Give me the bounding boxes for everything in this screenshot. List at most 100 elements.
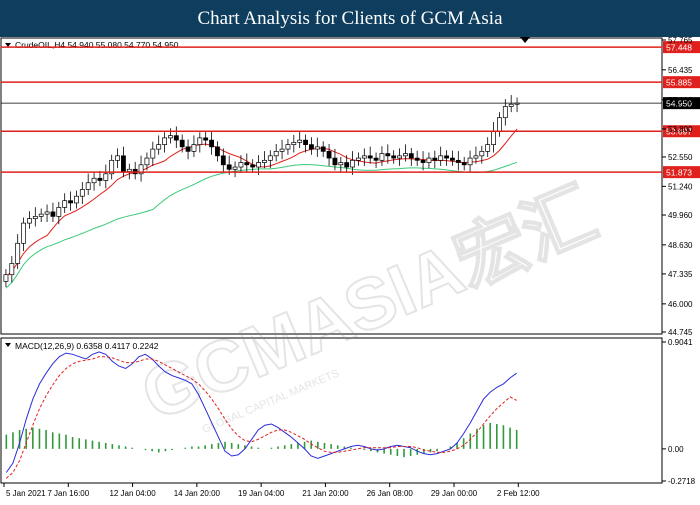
- candle: [97, 177, 103, 181]
- price-tick-label: 46.000: [668, 300, 693, 309]
- candle: [414, 157, 420, 161]
- fast-moving-average: [5, 128, 518, 278]
- candle: [367, 155, 373, 159]
- candle: [56, 207, 62, 217]
- candle: [473, 155, 479, 159]
- candle: [426, 157, 432, 163]
- candle: [44, 211, 50, 215]
- candle: [156, 144, 162, 150]
- candle: [115, 155, 120, 161]
- candle: [162, 137, 167, 145]
- level-label-box: [663, 166, 700, 179]
- candle: [273, 151, 279, 157]
- candle: [279, 148, 285, 152]
- macd-tick-label: 0.00: [668, 445, 684, 454]
- candle: [479, 151, 485, 157]
- candle: [232, 166, 238, 170]
- trading-chart[interactable]: GCMASIA宏汇 GLOBAL CAPITAL MARKETS CrudeOI…: [0, 36, 700, 500]
- candle: [420, 159, 426, 163]
- chart-container[interactable]: GCMASIA宏汇 GLOBAL CAPITAL MARKETS CrudeOI…: [0, 36, 700, 500]
- candle: [150, 148, 156, 159]
- candle: [68, 200, 73, 204]
- macd-tick-label: 0.9041: [668, 338, 693, 347]
- candle: [220, 155, 226, 166]
- current-price-box: [663, 97, 700, 110]
- macd-tick-label: -0.2718: [668, 477, 696, 486]
- candle: [79, 189, 85, 197]
- price-tick-label: 49.960: [668, 211, 693, 220]
- candle: [491, 130, 496, 145]
- candle: [461, 162, 467, 166]
- candle: [256, 162, 261, 168]
- candle: [32, 216, 38, 219]
- candle: [309, 144, 314, 150]
- candle: [121, 155, 126, 172]
- time-tick-label: 2 Feb 12:00: [497, 489, 540, 498]
- candle: [267, 155, 273, 161]
- candle: [332, 157, 338, 166]
- chart-shift-marker-icon[interactable]: [520, 37, 530, 43]
- indicator-menu-icon[interactable]: [5, 343, 11, 347]
- candle: [485, 144, 491, 152]
- candle: [144, 157, 150, 166]
- level-label-box: [663, 76, 700, 89]
- candle: [238, 162, 244, 168]
- candle: [361, 155, 367, 159]
- candle: [320, 146, 326, 152]
- candle: [385, 153, 391, 157]
- candle: [203, 137, 209, 141]
- candle: [373, 157, 379, 161]
- candle: [344, 162, 350, 168]
- candle: [326, 151, 332, 159]
- time-tick-label: 14 Jan 20:00: [174, 489, 221, 498]
- time-tick-label: 5 Jan 2021: [6, 489, 46, 498]
- candle: [109, 159, 115, 175]
- candle: [197, 137, 203, 145]
- candle: [291, 142, 297, 145]
- candle: [138, 164, 144, 175]
- candle: [314, 146, 320, 150]
- candle: [250, 164, 256, 168]
- candle: [502, 106, 508, 119]
- candle: [356, 157, 361, 161]
- candle: [450, 157, 455, 161]
- candle: [455, 159, 461, 163]
- candle: [497, 117, 502, 132]
- time-tick-label: 26 Jan 08:00: [367, 489, 414, 498]
- macd-line: [5, 351, 517, 473]
- macd-pane[interactable]: [0, 337, 663, 484]
- candle: [297, 139, 303, 143]
- candle: [244, 162, 250, 166]
- price-tick-label: 57.765: [668, 37, 693, 45]
- candle: [438, 155, 444, 161]
- current-price-label: 54.950: [666, 99, 692, 109]
- time-tick-label: 12 Jan 04:00: [109, 489, 156, 498]
- candle: [85, 182, 91, 190]
- candle: [3, 274, 9, 282]
- candle: [444, 155, 449, 159]
- time-tick-label: 21 Jan 20:00: [302, 489, 349, 498]
- price-tick-label: 52.550: [668, 153, 693, 162]
- candle: [191, 144, 197, 152]
- macd-info: MACD(12,26,9) 0.6358 0.4117 0.2242: [15, 341, 159, 351]
- level-label: 55.885: [666, 78, 692, 88]
- level-label: 57.448: [666, 43, 692, 53]
- price-tick-label: 56.435: [668, 66, 693, 75]
- symbol-menu-icon[interactable]: [5, 43, 11, 47]
- candle: [403, 153, 408, 157]
- candle: [173, 135, 179, 141]
- candle: [91, 177, 97, 184]
- candle: [467, 157, 473, 166]
- candle: [38, 213, 44, 217]
- candle: [338, 162, 344, 166]
- time-tick-label: 7 Jan 16:00: [47, 489, 89, 498]
- level-label-box: [663, 125, 700, 138]
- candle: [185, 146, 191, 152]
- candle: [408, 153, 414, 159]
- level-label: 53.697: [666, 127, 692, 137]
- candle: [103, 173, 109, 181]
- candle: [168, 135, 173, 139]
- level-label: 51.873: [666, 168, 692, 178]
- candle: [126, 168, 132, 172]
- candle: [9, 263, 15, 276]
